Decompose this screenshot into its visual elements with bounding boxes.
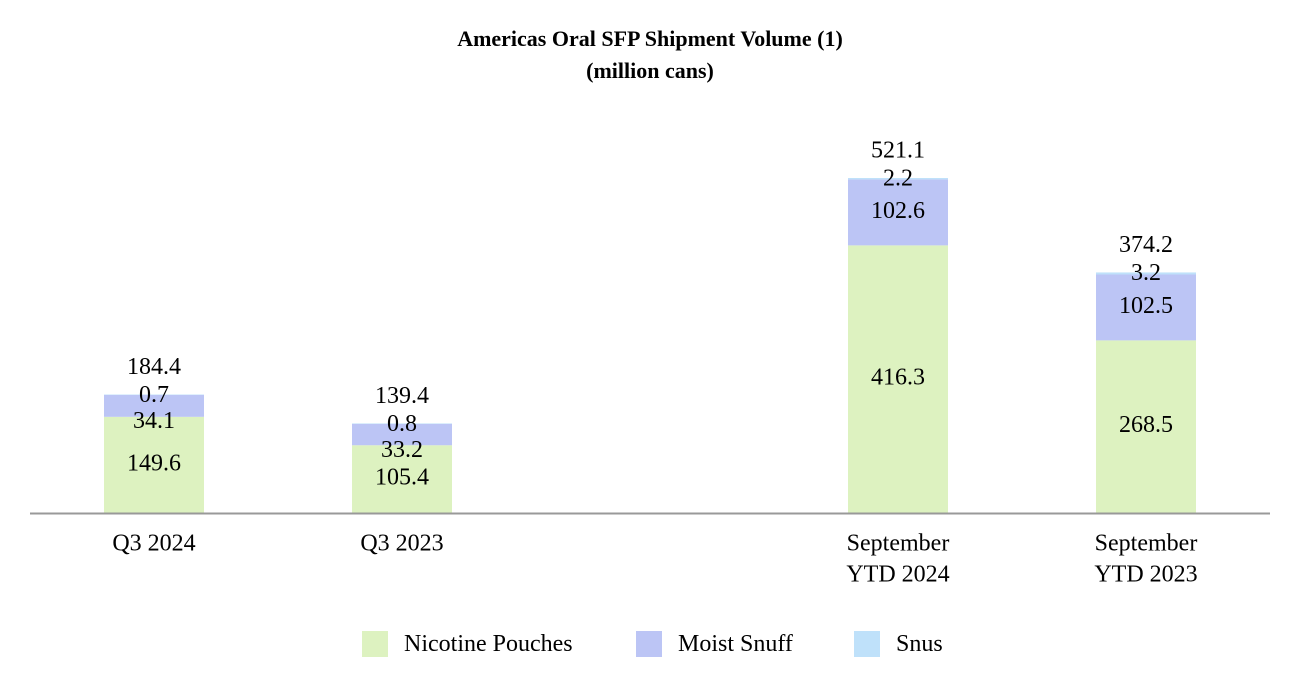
value-label-snus-1: 0.7 — [139, 382, 169, 408]
bar-moist-snuff-4 — [1096, 274, 1196, 341]
legend-label-snus: Snus — [896, 630, 943, 657]
category-label-3-line-2: YTD 2024 — [846, 562, 949, 588]
value-label-moist-snuff-3: 102.6 — [871, 198, 925, 224]
value-label-nicotine-pouches-4: 268.5 — [1119, 412, 1173, 438]
total-label-1: 184.4 — [127, 354, 181, 380]
legend-item-nicotine-pouches: Nicotine Pouches — [362, 624, 573, 664]
category-label-1: Q3 2024 — [112, 531, 195, 557]
bar-moist-snuff-1 — [104, 394, 204, 417]
chart-subtitle: (million cans) — [586, 58, 714, 83]
category-label-4-line-2: YTD 2023 — [1094, 562, 1197, 588]
total-label-4: 374.2 — [1119, 232, 1173, 258]
category-label-2: Q3 2023 — [360, 531, 443, 557]
bar-nicotine-pouches-4 — [1096, 340, 1196, 513]
chart-legend: Nicotine Pouches Moist Snuff Snus — [0, 624, 1300, 664]
bar-nicotine-pouches-1 — [104, 416, 204, 513]
legend-swatch-snus — [854, 631, 880, 657]
total-label-3: 521.1 — [871, 138, 925, 164]
bar-nicotine-pouches-3 — [848, 245, 948, 513]
category-label-3-line-1: September — [847, 531, 950, 557]
category-label-4-line-1: September — [1095, 531, 1198, 557]
value-label-nicotine-pouches-2: 105.4 — [375, 465, 429, 491]
legend-swatch-nicotine-pouches — [362, 631, 388, 657]
legend-item-moist-snuff: Moist Snuff — [636, 624, 793, 664]
value-label-snus-3: 2.2 — [883, 166, 913, 192]
legend-swatch-moist-snuff — [636, 631, 662, 657]
value-label-moist-snuff-4: 102.5 — [1119, 293, 1173, 319]
bar-moist-snuff-3 — [848, 179, 948, 246]
total-label-2: 139.4 — [375, 383, 429, 409]
legend-label-nicotine-pouches: Nicotine Pouches — [404, 630, 573, 657]
bar-nicotine-pouches-2 — [352, 445, 452, 513]
bar-snus-4 — [1096, 272, 1196, 275]
value-label-nicotine-pouches-1: 149.6 — [127, 450, 181, 476]
value-label-moist-snuff-2: 33.2 — [381, 437, 423, 463]
value-label-snus-4: 3.2 — [1131, 260, 1161, 286]
value-label-snus-2: 0.8 — [387, 411, 417, 437]
bar-moist-snuff-2 — [352, 423, 452, 446]
legend-label-moist-snuff: Moist Snuff — [678, 630, 793, 657]
bar-snus-2 — [352, 423, 452, 424]
bar-snus-3 — [848, 178, 948, 180]
chart-title: Americas Oral SFP Shipment Volume (1) — [457, 26, 843, 51]
value-label-nicotine-pouches-3: 416.3 — [871, 365, 925, 391]
legend-item-snus: Snus — [854, 624, 943, 664]
value-label-moist-snuff-1: 34.1 — [133, 408, 175, 434]
